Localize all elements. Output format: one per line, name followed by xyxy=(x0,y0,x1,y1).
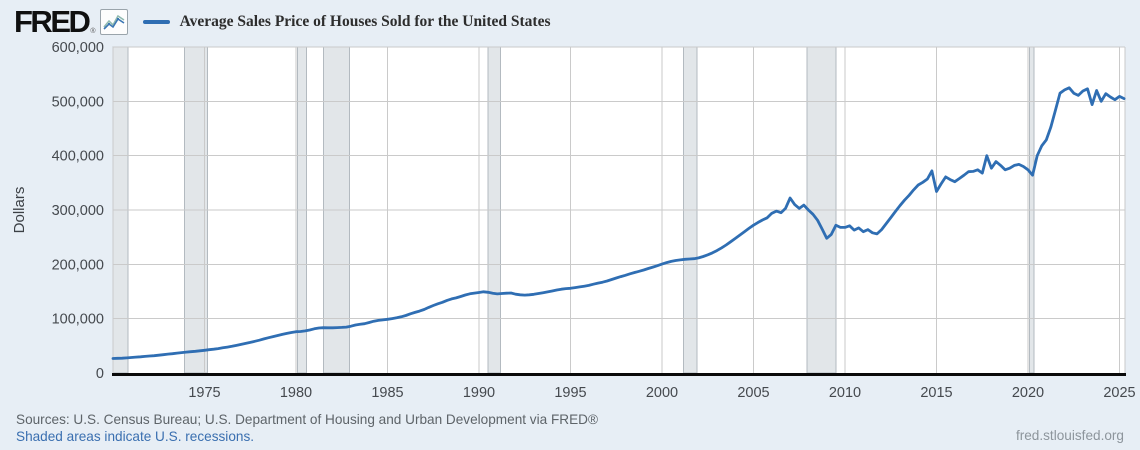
y-axis-title: Dollars xyxy=(11,187,28,234)
x-tick-label: 2000 xyxy=(646,385,678,401)
recession-note-link[interactable]: Shaded areas indicate U.S. recessions. xyxy=(16,429,255,444)
y-tick-label: 0 xyxy=(96,366,104,382)
y-tick-label: 300,000 xyxy=(52,203,104,219)
x-tick-label: 2025 xyxy=(1103,385,1135,401)
y-tick-label: 500,000 xyxy=(52,94,104,110)
x-tick-label: 2005 xyxy=(737,385,769,401)
x-tick-label: 1975 xyxy=(188,385,220,401)
fred-logo-text: FRED xyxy=(14,4,91,39)
y-tick-label: 400,000 xyxy=(52,149,104,165)
x-tick-label: 1985 xyxy=(371,385,403,401)
x-tick-label: 2020 xyxy=(1012,385,1044,401)
fred-logo[interactable]: FRED ® xyxy=(14,4,96,39)
x-tick-label: 2010 xyxy=(829,385,861,401)
y-tick-label: 600,000 xyxy=(52,40,104,56)
fred-logo-chart-icon xyxy=(99,9,128,35)
series-title[interactable]: Average Sales Price of Houses Sold for t… xyxy=(179,13,551,30)
series-legend-swatch xyxy=(142,20,170,24)
y-tick-label: 100,000 xyxy=(52,312,104,328)
registered-mark: ® xyxy=(90,28,96,35)
price-line-chart[interactable]: 1975 1980 1985 1990 1995 2000 2005 2010 2015 2020… xyxy=(0,36,1140,408)
x-tick-label: 1990 xyxy=(463,385,495,401)
footer: Sources: U.S. Census Bureau; U.S. Depart… xyxy=(16,411,1126,445)
header: FRED ® Average Sales Price of Houses Sol… xyxy=(14,5,551,39)
x-tick-label: 1995 xyxy=(554,385,586,401)
x-tick-label: 1980 xyxy=(280,385,312,401)
sparkline-graphic xyxy=(102,14,125,30)
sources-text: Sources: U.S. Census Bureau; U.S. Depart… xyxy=(16,412,598,427)
series-line[interactable] xyxy=(111,86,1126,360)
site-watermark: fred.stlouisfed.org xyxy=(1015,428,1124,443)
x-tick-label: 2015 xyxy=(920,385,952,401)
y-tick-label: 200,000 xyxy=(52,257,104,273)
